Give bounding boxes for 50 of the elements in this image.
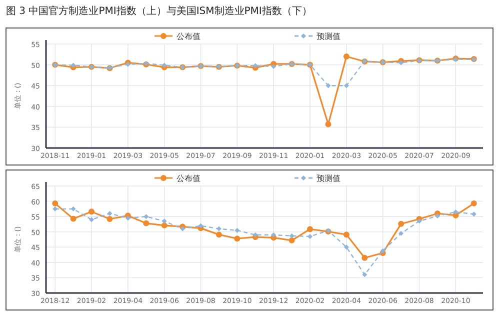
point	[143, 220, 150, 226]
point	[216, 226, 222, 232]
point	[307, 226, 314, 232]
point	[70, 206, 76, 212]
point	[398, 230, 404, 236]
point	[125, 216, 130, 221]
point	[234, 228, 240, 233]
point	[70, 216, 76, 222]
point	[271, 64, 276, 69]
point	[344, 83, 349, 88]
point	[52, 206, 58, 212]
point	[252, 232, 258, 238]
legend-label: 预测值	[316, 174, 340, 183]
point	[362, 272, 368, 278]
point	[271, 232, 276, 238]
point	[180, 226, 186, 232]
point	[198, 223, 204, 228]
point	[470, 200, 477, 206]
point	[471, 212, 476, 217]
point	[380, 248, 386, 254]
point	[325, 121, 332, 128]
point	[398, 220, 404, 227]
point	[162, 218, 167, 224]
legend-label: 公布值	[176, 174, 200, 183]
point	[234, 236, 240, 242]
point	[288, 237, 295, 244]
point	[308, 234, 313, 239]
point	[161, 222, 168, 228]
point	[326, 83, 331, 88]
point	[89, 217, 94, 222]
point	[107, 211, 112, 216]
point	[106, 216, 113, 222]
point	[52, 200, 58, 206]
point	[343, 232, 350, 238]
point	[289, 233, 294, 238]
point	[434, 213, 440, 218]
point	[416, 218, 422, 224]
point	[88, 208, 95, 215]
point	[362, 254, 368, 261]
point	[344, 244, 349, 250]
chart-title: 图 3 中国官方制造业PMI指数（上）与美国ISM制造业PMI指数（下）	[6, 5, 312, 17]
legend-label: 预测值	[316, 32, 340, 41]
legend-label: 公布值	[176, 32, 200, 41]
point	[252, 63, 258, 68]
point	[70, 62, 76, 68]
point	[144, 214, 149, 220]
point	[162, 62, 167, 68]
point	[453, 209, 458, 214]
point	[216, 232, 222, 238]
point	[343, 53, 350, 60]
